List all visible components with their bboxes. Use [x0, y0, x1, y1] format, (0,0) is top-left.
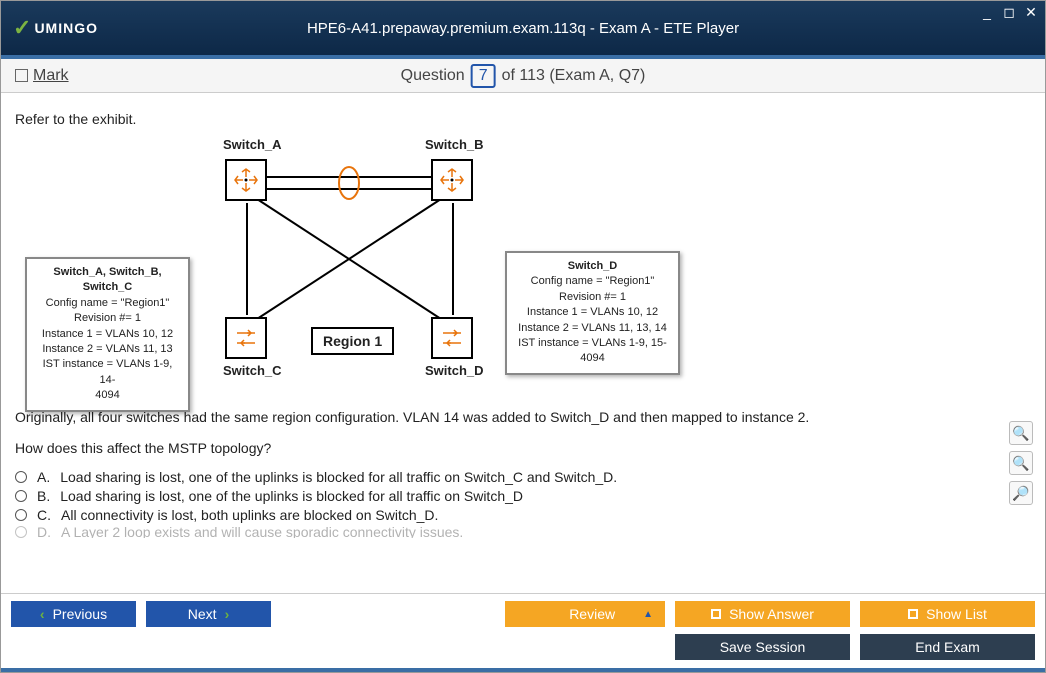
abc-l6: 4094: [35, 388, 180, 403]
choice-c-letter: C.: [37, 507, 51, 523]
choices: A. Load sharing is lost, one of the upli…: [15, 469, 1031, 538]
abc-l3: Instance 1 = VLANs 10, 12: [35, 327, 180, 342]
choice-c-text: All connectivity is lost, both uplinks a…: [61, 507, 438, 523]
intro-text: Refer to the exhibit.: [15, 111, 1031, 127]
show-answer-icon: [711, 609, 721, 619]
mark-checkbox[interactable]: [15, 69, 28, 82]
app-window: ✓ UMINGO HPE6-A41.prepaway.premium.exam.…: [0, 0, 1046, 673]
switch-b-label: Switch_B: [425, 137, 484, 152]
region-label: Region 1: [311, 327, 394, 355]
radio-d[interactable]: [15, 526, 27, 538]
choice-a[interactable]: A. Load sharing is lost, one of the upli…: [15, 469, 1031, 485]
question-of: of 113 (Exam A, Q7): [502, 67, 646, 85]
choice-d[interactable]: D. A Layer 2 loop exists and will cause …: [15, 526, 1031, 538]
radio-c[interactable]: [15, 509, 27, 521]
window-title: HPE6-A41.prepaway.premium.exam.113q - Ex…: [307, 20, 739, 37]
maximize-button[interactable]: ◻: [1001, 4, 1017, 21]
switch-d-label: Switch_D: [425, 363, 484, 378]
d-l5: IST instance = VLANs 1-9, 15-: [515, 336, 670, 351]
abc-l2: Revision #= 1: [35, 311, 180, 326]
next-label: Next: [188, 606, 217, 622]
switch-d-icon: [431, 317, 473, 359]
switch-b-icon: [431, 159, 473, 201]
mark-wrap[interactable]: Mark: [15, 67, 69, 85]
question-header: Mark Question 7 of 113 (Exam A, Q7): [1, 59, 1045, 93]
choice-b-letter: B.: [37, 488, 50, 504]
logo-text: UMINGO: [34, 20, 98, 36]
choice-b[interactable]: B. Load sharing is lost, one of the upli…: [15, 488, 1031, 504]
info-box-d: Switch_D Config name = "Region1" Revisio…: [505, 251, 680, 375]
d-l4: Instance 2 = VLANs 11, 13, 14: [515, 321, 670, 336]
search-icon[interactable]: 🔍: [1009, 421, 1033, 445]
choice-a-text: Load sharing is lost, one of the uplinks…: [60, 469, 617, 485]
switch-a-icon: [225, 159, 267, 201]
abc-l1: Config name = "Region1": [35, 296, 180, 311]
d-l2: Revision #= 1: [515, 290, 670, 305]
switch-a-label: Switch_A: [223, 137, 282, 152]
end-exam-button[interactable]: End Exam: [860, 634, 1035, 660]
switch-c-icon: [225, 317, 267, 359]
info-box-abc: Switch_A, Switch_B, Switch_C Config name…: [25, 257, 190, 412]
zoom-in-icon[interactable]: 🔍: [1009, 451, 1033, 475]
choice-d-letter: D.: [37, 526, 51, 538]
d-l3: Instance 1 = VLANs 10, 12: [515, 305, 670, 320]
abc-l4: Instance 2 = VLANs 11, 13: [35, 342, 180, 357]
window-controls: _ ◻ ✕: [979, 4, 1039, 21]
d-l1: Config name = "Region1": [515, 274, 670, 289]
question-word: Question: [401, 67, 465, 85]
content-area: Refer to the exhibit. Switch_A Switch_B …: [1, 93, 1045, 593]
choice-c[interactable]: C. All connectivity is lost, both uplink…: [15, 507, 1031, 523]
review-arrow-icon: ▲: [643, 609, 653, 620]
show-list-icon: [908, 609, 918, 619]
bottom-accent-strip: [1, 668, 1045, 672]
prev-arrow-icon: ‹: [40, 606, 45, 622]
choice-d-text: A Layer 2 loop exists and will cause spo…: [61, 526, 463, 538]
close-button[interactable]: ✕: [1023, 4, 1039, 21]
button-row-1: ‹ Previous Next › Review ▲ Show Answer S…: [1, 594, 1045, 634]
mark-label: Mark: [33, 67, 69, 85]
question-body2: How does this affect the MSTP topology?: [15, 438, 1031, 459]
d-hdr: Switch_D: [515, 259, 670, 274]
show-answer-button[interactable]: Show Answer: [675, 601, 850, 627]
zoom-out-icon[interactable]: 🔎: [1009, 481, 1033, 505]
choice-b-text: Load sharing is lost, one of the uplinks…: [60, 488, 523, 504]
question-number: 7: [471, 64, 496, 88]
save-session-button[interactable]: Save Session: [675, 634, 850, 660]
next-button[interactable]: Next ›: [146, 601, 271, 627]
network-diagram: Switch_A Switch_B Switch_C Switch_D Regi…: [195, 137, 975, 397]
radio-b[interactable]: [15, 490, 27, 502]
radio-a[interactable]: [15, 471, 27, 483]
abc-hdr: Switch_A, Switch_B, Switch_C: [35, 265, 180, 296]
review-button[interactable]: Review ▲: [505, 601, 665, 627]
d-l6: 4094: [515, 351, 670, 366]
question-indicator: Question 7 of 113 (Exam A, Q7): [401, 64, 646, 88]
end-exam-label: End Exam: [915, 639, 980, 655]
switch-c-label: Switch_C: [223, 363, 282, 378]
next-arrow-icon: ›: [225, 606, 230, 622]
save-session-label: Save Session: [720, 639, 806, 655]
choice-a-letter: A.: [37, 469, 50, 485]
footer: ‹ Previous Next › Review ▲ Show Answer S…: [1, 593, 1045, 672]
show-list-button[interactable]: Show List: [860, 601, 1035, 627]
titlebar: ✓ UMINGO HPE6-A41.prepaway.premium.exam.…: [1, 1, 1045, 55]
logo-check-icon: ✓: [13, 15, 32, 41]
logo: ✓ UMINGO: [13, 15, 98, 41]
button-row-2: Save Session End Exam: [1, 634, 1045, 668]
side-tools: 🔍 🔍 🔎: [1009, 421, 1033, 505]
abc-l5: IST instance = VLANs 1-9, 14-: [35, 357, 180, 388]
show-list-label: Show List: [926, 606, 987, 622]
review-label: Review: [569, 606, 615, 622]
show-answer-label: Show Answer: [729, 606, 814, 622]
prev-label: Previous: [53, 606, 107, 622]
previous-button[interactable]: ‹ Previous: [11, 601, 136, 627]
minimize-button[interactable]: _: [979, 4, 995, 21]
